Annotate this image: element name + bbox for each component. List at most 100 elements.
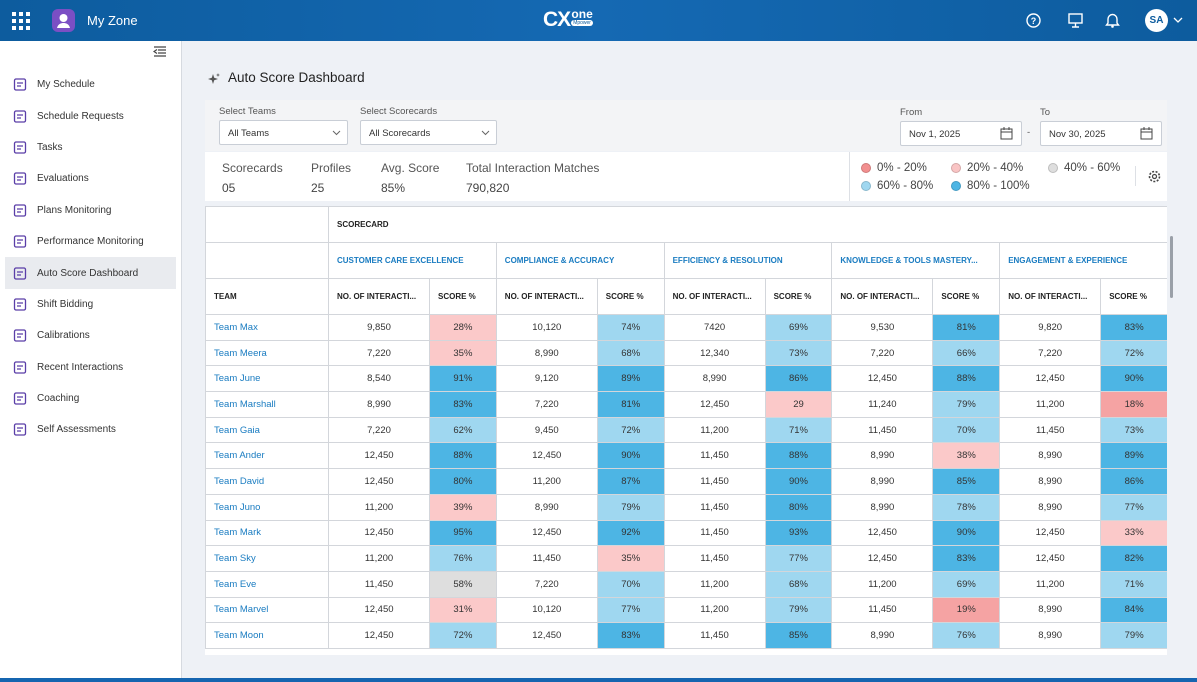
team-name[interactable]: Team Marvel [205, 596, 329, 624]
nav-item[interactable]: My Schedule [5, 69, 176, 100]
score-cell: 86% [1100, 468, 1167, 495]
to-label: To [1040, 107, 1051, 118]
legend-label: 60% - 80% [877, 180, 934, 192]
interaction-count: 11,450 [663, 519, 766, 547]
bell-icon[interactable] [1105, 12, 1120, 28]
nav-item[interactable]: Calibrations [5, 320, 176, 351]
nav-item[interactable]: Self Assessments [5, 414, 176, 445]
nav-item[interactable]: Auto Score Dashboard [5, 257, 176, 289]
scrollbar[interactable] [1170, 236, 1173, 298]
teams-select[interactable]: All Teams [219, 120, 348, 145]
team-name[interactable]: Team Ander [205, 442, 329, 470]
teams-value: All Teams [228, 128, 270, 139]
score-cell: 79% [932, 391, 1001, 418]
score-cell: 72% [596, 416, 665, 444]
score-cell: 82% [1100, 545, 1167, 572]
team-name[interactable]: Team Mark [205, 519, 329, 547]
team-row: Team Gaia 7,220 62% 9,450 72% 11,200 71% 11,450… [205, 416, 1167, 444]
nav-label: Self Assessments [37, 424, 116, 436]
team-name[interactable]: Team Max [205, 314, 329, 341]
teams-label: Select Teams [219, 106, 276, 117]
legend-label: 80% - 100% [967, 180, 1030, 192]
from-label: From [900, 107, 923, 118]
interaction-count: 11,200 [663, 570, 766, 598]
team-row: Team Moon 12,450 72% 12,450 83% 11,450 85% 8,99… [205, 622, 1167, 649]
nav-item[interactable]: Evaluations [5, 163, 176, 194]
score-cell: 90% [764, 468, 833, 495]
score-header: SCORE % [932, 278, 1001, 315]
nav-label: Coaching [37, 393, 80, 405]
score-cell: 68% [764, 570, 833, 598]
interaction-count: 8,990 [495, 339, 598, 367]
score-cell: 71% [1100, 570, 1167, 598]
score-cell: 29 [764, 391, 833, 418]
nav-item[interactable]: Shift Bidding [5, 289, 176, 320]
team-name[interactable]: Team Juno [205, 493, 329, 521]
nav-item[interactable]: Schedule Requests [5, 100, 176, 131]
team-name[interactable]: Team Marshall [205, 391, 329, 418]
user-avatar[interactable]: SA [1145, 9, 1168, 32]
legend-label: 0% - 20% [877, 162, 927, 174]
count-header: NO. OF INTERACTI... [495, 278, 598, 315]
nav-item[interactable]: Plans Monitoring [5, 195, 176, 226]
score-cell: 76% [932, 622, 1001, 649]
team-name[interactable]: Team Gaia [205, 416, 329, 444]
legend-item: 0% - 20% [861, 162, 927, 174]
team-row: Team Juno 11,200 39% 8,990 79% 11,450 80% 8,990… [205, 493, 1167, 521]
team-name[interactable]: Team Sky [205, 545, 329, 572]
legend-item: 40% - 60% [1048, 162, 1120, 174]
help-icon[interactable]: ? [1026, 13, 1041, 28]
nav-item[interactable]: Performance Monitoring [5, 226, 176, 257]
score-cell: 83% [932, 545, 1001, 572]
group-header: SCORECARD [327, 206, 1167, 243]
interaction-count: 11,200 [999, 391, 1102, 418]
collapse-icon[interactable] [153, 46, 167, 58]
stat: Scorecards 05 [222, 161, 283, 195]
score-cell: 90% [1100, 365, 1167, 393]
score-table: SCORECARD CUSTOMER CARE EXCELLENCE COMPLIA… [205, 206, 1167, 649]
interaction-count: 12,340 [663, 339, 766, 367]
legend-item: 60% - 80% [861, 180, 933, 192]
apps-icon[interactable] [12, 12, 30, 30]
score-cell: 73% [1100, 416, 1167, 444]
user-menu-caret[interactable] [1173, 17, 1183, 24]
interaction-count: 8,990 [999, 442, 1102, 470]
settings-icon[interactable] [1148, 170, 1161, 183]
scorecard-header: ENGAGEMENT & EXPERIENCE [999, 242, 1167, 279]
team-row: Team Marvel 12,450 31% 10,120 77% 11,200 79% 11… [205, 596, 1167, 624]
nav-label: Schedule Requests [37, 110, 124, 122]
nav-item[interactable]: Coaching [5, 383, 176, 414]
interaction-count: 8,990 [831, 468, 934, 495]
team-name[interactable]: Team Meera [205, 339, 329, 367]
team-name[interactable]: Team Moon [205, 622, 329, 649]
interaction-count: 11,450 [663, 468, 766, 495]
interaction-count: 11,450 [663, 493, 766, 521]
logo: CX one Mpower [543, 8, 593, 32]
team-name[interactable]: Team Eve [205, 570, 329, 598]
interaction-count: 9,450 [495, 416, 598, 444]
score-cell: 83% [1100, 314, 1167, 341]
nav-item[interactable]: Recent Interactions [5, 352, 176, 383]
team-name[interactable]: Team June [205, 365, 329, 393]
to-date[interactable]: Nov 30, 2025 [1040, 121, 1162, 146]
header-row: SCORECARD [205, 206, 1167, 243]
scorecard-header: KNOWLEDGE & TOOLS MASTERY... [831, 242, 1001, 279]
score-cell: 19% [932, 596, 1001, 624]
score-cell: 91% [429, 365, 497, 393]
nav-item[interactable]: Tasks [5, 132, 176, 163]
screen-icon[interactable] [1068, 13, 1083, 28]
interaction-count: 9,850 [328, 314, 430, 341]
logo-side: one Mpower [571, 8, 593, 26]
from-date[interactable]: Nov 1, 2025 [900, 121, 1022, 146]
interaction-count: 8,990 [831, 622, 934, 649]
stat: Profiles 25 [311, 161, 351, 195]
score-cell: 76% [429, 545, 497, 572]
team-row: Team Sky 11,200 76% 11,450 35% 11,450 77% 12,45… [205, 545, 1167, 572]
stat-value: 25 [311, 181, 325, 195]
scorecards-select[interactable]: All Scorecards [360, 120, 497, 145]
legend-dot [951, 181, 961, 191]
interaction-count: 11,450 [328, 570, 430, 598]
team-name[interactable]: Team David [205, 468, 329, 495]
header-row: TEAM NO. OF INTERACTI... SCORE % NO. OF INT… [205, 278, 1167, 315]
score-cell: 72% [1100, 339, 1167, 367]
